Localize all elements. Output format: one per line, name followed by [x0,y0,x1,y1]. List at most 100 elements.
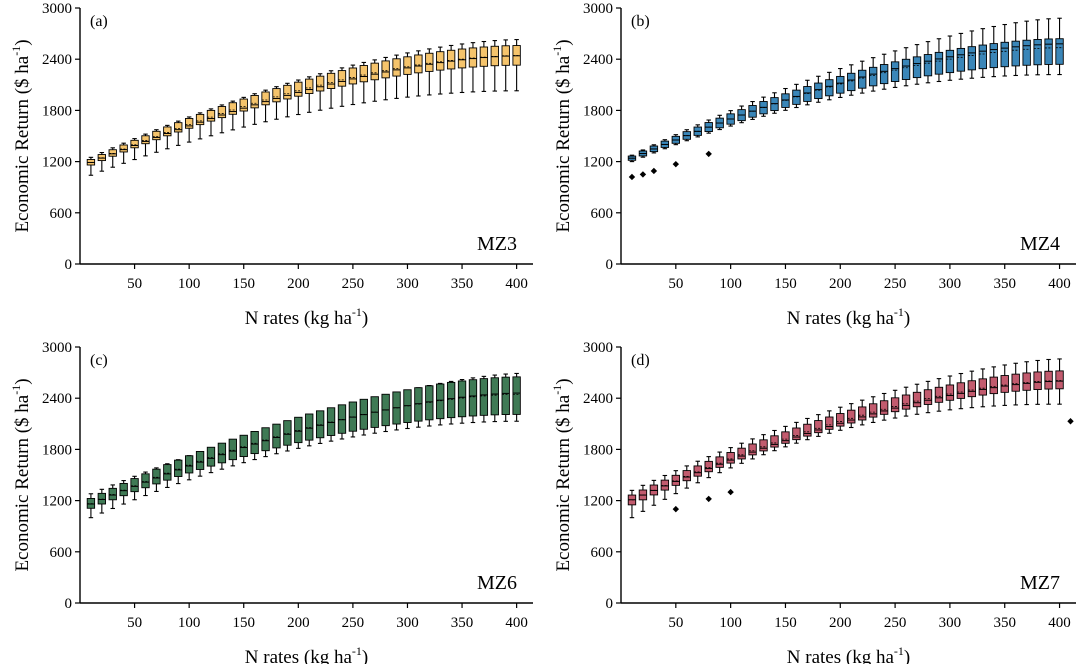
box-iqr [912,56,922,79]
box-n150 [781,425,790,448]
y-tick-label: 1200 [42,494,72,510]
box-iqr [250,95,259,109]
box-n260 [901,386,911,417]
outlier-point [727,488,734,496]
box-n330 [978,368,987,408]
box-n240 [337,404,347,440]
box-n110 [737,105,746,124]
x-tick-label: 300 [939,276,962,292]
x-tick-label: 100 [178,276,201,292]
x-tick-label: 300 [396,615,419,631]
box-n210 [847,403,856,429]
box-n150 [239,434,248,464]
box-iqr [108,149,117,157]
box-n220 [315,73,325,111]
box-n130 [217,442,227,470]
y-tick-label: 600 [50,206,73,222]
box-n120 [748,101,757,120]
outlier-point [672,505,680,513]
box-iqr [847,72,856,92]
y-tick-label: 0 [65,257,73,273]
box-iqr [945,49,955,74]
box-n200 [294,416,303,449]
box-n220 [858,399,867,426]
box-n340 [446,44,456,94]
y-tick-label: 0 [606,596,614,612]
box-n190 [283,82,292,118]
box-n180 [814,414,823,437]
box-n320 [967,30,977,79]
box-n50 [130,138,139,161]
box-iqr [814,420,823,434]
box-n330 [978,28,987,78]
box-n150 [239,96,248,128]
box-iqr [1044,370,1053,390]
box-iqr [890,61,900,82]
box-n380 [1033,19,1042,76]
box-n250 [890,50,900,88]
outlier-point [650,167,658,175]
box-n340 [446,380,456,425]
box-iqr [239,98,248,112]
box-n90 [715,114,724,131]
box-iqr [152,130,161,141]
box-iqr [912,391,922,408]
box-iqr [436,51,445,71]
box-n290 [934,38,944,83]
box-iqr [457,48,467,69]
outlier-point [639,171,647,178]
panel-label: (b) [631,13,650,30]
y-tick-label: 3000 [42,1,72,17]
box-iqr [792,89,801,105]
box-iqr [141,135,150,145]
box-n380 [490,40,499,92]
y-tick-label: 1800 [42,442,72,458]
box-n300 [403,389,412,430]
box-n140 [770,92,779,114]
x-tick-label: 100 [719,615,742,631]
box-n10 [627,489,637,519]
box-n80 [704,456,713,479]
box-n280 [923,41,933,84]
box-n80 [163,463,172,489]
x-tick-label: 150 [232,615,255,631]
box-n360 [468,42,478,93]
box-iqr [512,376,521,415]
box-n40 [119,142,128,164]
box-n210 [305,76,314,113]
box-iqr [457,380,467,418]
box-iqr [934,386,944,403]
box-n390 [1044,18,1053,76]
box-n240 [879,53,889,90]
y-tick-label: 3000 [42,340,72,356]
box-n270 [912,383,922,415]
box-n130 [217,104,227,134]
box-n180 [814,75,823,103]
box-iqr [978,378,987,396]
box-iqr [858,69,867,89]
box-iqr [348,67,358,85]
box-iqr [195,450,205,470]
box-iqr [770,435,779,448]
box-iqr [868,403,878,418]
box-n400 [512,372,521,422]
box-n220 [858,60,867,94]
box-iqr [704,460,713,473]
box-iqr [956,382,966,399]
box-n140 [770,429,779,452]
box-iqr [967,380,977,398]
box-n360 [468,377,478,424]
box-iqr [934,51,944,75]
box-n200 [836,67,845,99]
box-iqr [294,81,303,97]
y-tick-label: 2400 [42,52,72,68]
box-n330 [436,46,445,95]
box-n80 [704,119,713,134]
box-n350 [457,43,467,94]
box-n220 [315,410,325,444]
box-iqr [217,106,227,119]
box-n240 [879,392,889,421]
box-n310 [956,32,966,80]
panel-label: (c) [90,352,108,369]
